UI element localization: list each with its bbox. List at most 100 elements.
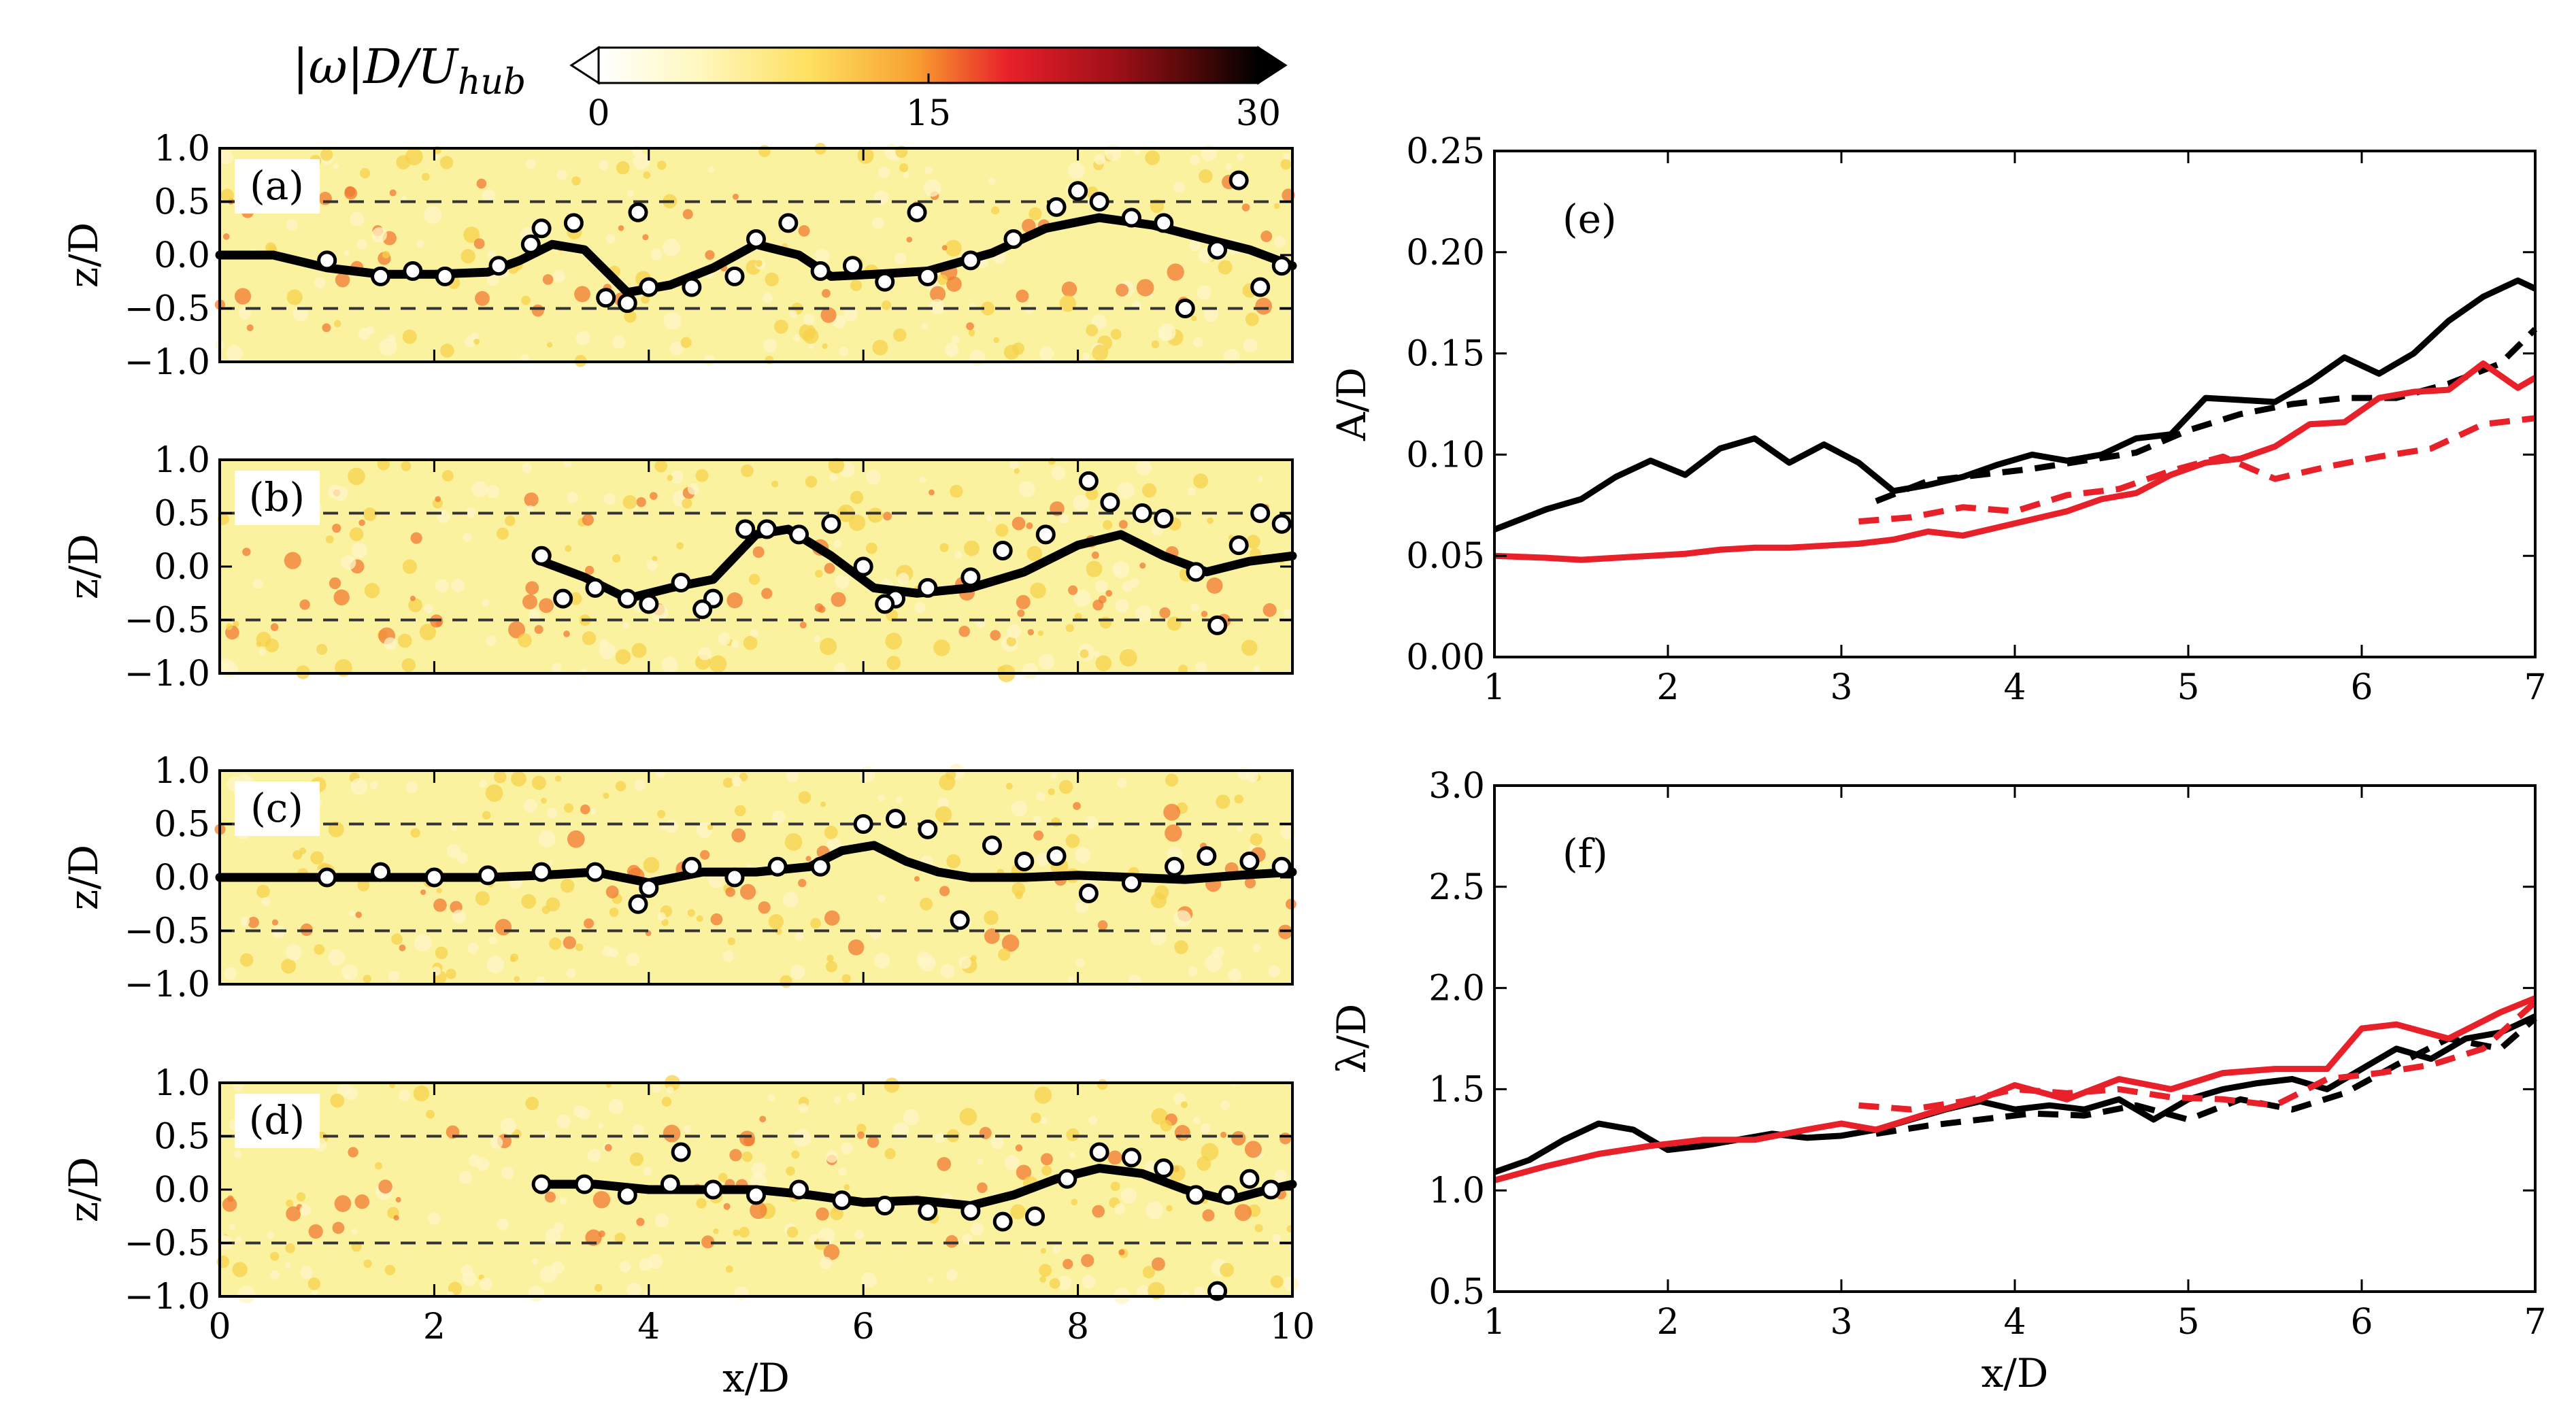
vorticity-spot [1160, 1120, 1172, 1132]
y-tick-label: −0.5 [124, 911, 210, 952]
vorticity-spot [1086, 324, 1099, 337]
vorticity-spot [1073, 802, 1081, 810]
vorticity-spot [946, 1268, 958, 1281]
vorticity-spot [906, 236, 913, 243]
particle-point [1121, 1147, 1141, 1168]
vorticity-spot [1220, 1100, 1231, 1110]
vorticity-spot [1011, 882, 1026, 896]
vorticity-spot [310, 851, 324, 865]
vorticity-spot [626, 1282, 642, 1298]
particles [531, 1142, 1281, 1301]
vorticity-spot [1142, 1266, 1156, 1279]
vorticity-spot [525, 1096, 539, 1111]
vorticity-spot [1039, 654, 1055, 670]
vorticity-spot [402, 329, 417, 344]
particle-point [1025, 1206, 1046, 1226]
vorticity-spot [833, 1096, 841, 1104]
vorticity-spot [885, 633, 903, 650]
vorticity-spot [1026, 545, 1043, 562]
particle-point [585, 862, 605, 882]
vorticity-spot [1195, 661, 1207, 673]
vorticity-spot [285, 1243, 295, 1254]
particle-point [1057, 1169, 1077, 1189]
vorticity-spot [1283, 152, 1290, 160]
vorticity-spot [1114, 1203, 1126, 1215]
vorticity-spot [488, 936, 497, 945]
vorticity-spot [767, 1094, 775, 1102]
series-red-dashed [1858, 415, 2536, 525]
particle-point [596, 288, 616, 308]
vorticity-spot [451, 579, 465, 592]
vorticity-spot [1145, 1201, 1164, 1220]
vorticity-spot [984, 910, 999, 925]
vorticity-spot [1283, 1276, 1299, 1292]
panel-label: (a) [250, 163, 304, 209]
vorticity-spot [803, 314, 815, 326]
panel-e: 0.00 0.05 0.10 0.15 0.20 0.25 1 2 3 4 5 6 7 (e) A/D [1328, 131, 2547, 708]
vorticity-spot [578, 1107, 590, 1120]
vorticity-spot [1188, 966, 1198, 977]
vorticity-spot [552, 270, 565, 283]
vorticity-spot [441, 470, 454, 482]
vorticity-spot [476, 178, 487, 189]
particle-point [886, 809, 906, 829]
x-tick-label: 2 [423, 1307, 446, 1347]
vorticity-spot [1197, 1156, 1211, 1171]
vorticity-spot [364, 582, 380, 599]
particle-point [1100, 492, 1120, 513]
vorticity-spot [799, 621, 807, 628]
particle-point [746, 1185, 766, 1205]
vorticity-spot [435, 496, 441, 503]
vorticity-spot [814, 635, 821, 642]
vorticity-spot [774, 319, 788, 334]
vorticity-spot [857, 1131, 865, 1139]
y-tick-label: −0.5 [124, 1224, 210, 1264]
vorticity-spot [1280, 158, 1291, 170]
vorticity-spot [1117, 482, 1135, 499]
vorticity-spot [433, 898, 447, 912]
vorticity-spot [296, 1192, 306, 1202]
vorticity-spot [547, 342, 553, 348]
particle-point [832, 1190, 852, 1211]
vorticity-spot [805, 475, 818, 488]
vorticity-spot [833, 315, 846, 329]
vorticity-spot [248, 916, 259, 928]
vorticity-spot [1151, 340, 1160, 349]
vorticity-spot [1016, 1164, 1032, 1180]
vorticity-spot [805, 856, 812, 862]
vorticity-spot [1202, 1209, 1215, 1222]
vorticity-spot [510, 771, 526, 787]
vorticity-spot [358, 327, 371, 340]
vorticity-spot [286, 1206, 301, 1222]
vorticity-spot [1107, 1150, 1122, 1165]
vorticity-spot [998, 948, 1011, 961]
vorticity-spot [1074, 613, 1082, 621]
vorticity-spot [220, 1236, 231, 1247]
vorticity-spot [328, 484, 342, 499]
series-red-dashed [1858, 1000, 2538, 1113]
vorticity-spot [486, 273, 499, 286]
vorticity-spot [883, 511, 892, 521]
vorticity-spot [799, 324, 816, 341]
vorticity-spot [284, 1262, 292, 1269]
vorticity-spot [584, 918, 595, 929]
plot-area [1494, 786, 2535, 1292]
vorticity-spot [1007, 624, 1021, 639]
vorticity-spot [1244, 1141, 1262, 1158]
vorticity-spot [1091, 551, 1099, 559]
vorticity-spot [1084, 816, 1098, 829]
y-tick-label: 1.5 [1428, 1069, 1485, 1110]
colorbar-min-arrow [569, 46, 600, 85]
vorticity-spot [552, 662, 561, 673]
vorticity-spot [945, 1235, 958, 1248]
vorticity-spot [1121, 1188, 1137, 1204]
vorticity-spot [755, 260, 763, 267]
vorticity-spot [705, 250, 715, 260]
vorticity-spot [1117, 778, 1127, 788]
particle-point [671, 573, 691, 593]
panel-label-box [235, 781, 320, 836]
vorticity-spot [1165, 773, 1179, 787]
particle-point [424, 867, 444, 888]
vorticity-spot [758, 901, 771, 914]
colorbar: |ω|D/Uhub 0 15 30 [292, 39, 1288, 134]
